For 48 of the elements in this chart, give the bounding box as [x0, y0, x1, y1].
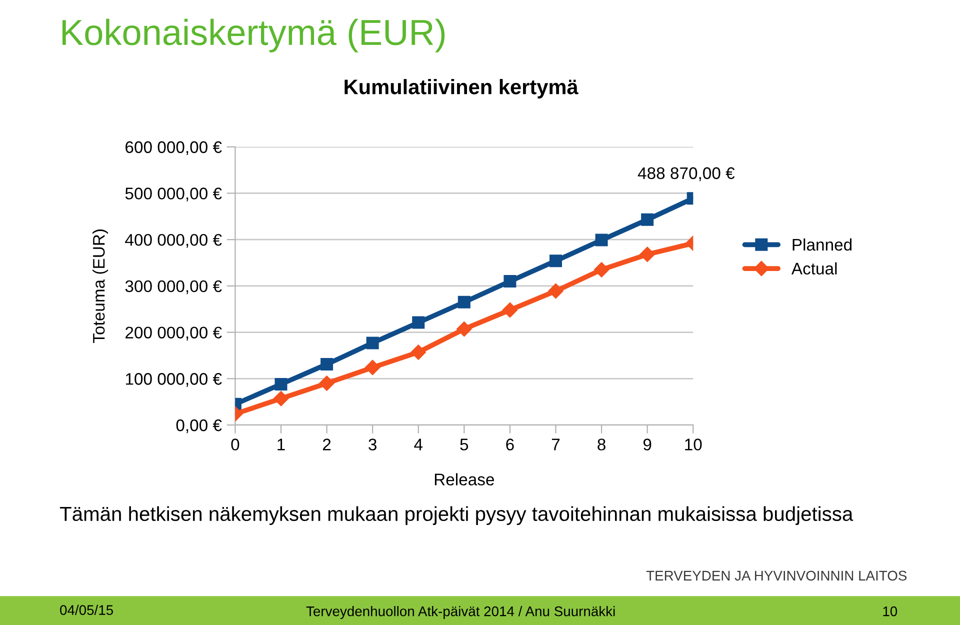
- x-tick-label: 10: [685, 438, 702, 450]
- point: [366, 336, 379, 350]
- x-tick-label: 6: [506, 438, 514, 450]
- text: TERVEYDEN JA HYVINVOINNIN LAITOS: [646, 570, 907, 581]
- point: [595, 234, 608, 246]
- point: [641, 213, 654, 226]
- x-tick-label: 7: [552, 438, 560, 450]
- y-tick-label: 600 000,00 €: [126, 141, 222, 156]
- chart-subtitle: Kumulatiivinen kertymä: [344, 79, 578, 98]
- point: [412, 316, 425, 329]
- chart-title: Kokonaiskertymä (EUR): [62, 18, 445, 52]
- annotation: 488 870,00 €: [638, 167, 735, 182]
- text: Terveydenhuollon Atk-päivät 2014 / Anu Suurnäkki: [306, 606, 615, 619]
- point: [456, 321, 472, 337]
- x-tick-label: 0: [231, 438, 240, 450]
- point: [502, 302, 518, 318]
- point: [548, 283, 564, 299]
- x-tick-label: 1: [278, 438, 285, 450]
- y-tick-label: 100 000,00 €: [126, 373, 222, 387]
- point: [549, 254, 562, 268]
- point: [274, 378, 288, 390]
- y-tick-label: 400 000,00 €: [125, 234, 222, 248]
- point: [640, 246, 655, 262]
- point: [504, 275, 516, 288]
- text: 04/05/15: [60, 604, 113, 615]
- y-tick-label: 200 000,00 €: [126, 326, 222, 340]
- x-tick-label: 5: [460, 438, 468, 450]
- x-tick-label: 2: [322, 438, 331, 450]
- legend-label: Planned: [792, 238, 852, 251]
- point: [365, 360, 380, 376]
- text: Tämän hetkisen näkemyksen mukaan projekti pysyy tavoitehinnan mukaisissa budjetissa: [60, 506, 854, 526]
- y-tick-label: 0,00 €: [176, 419, 222, 434]
- y-axis-title: Toteuma (EUR): [92, 230, 108, 343]
- point: [273, 391, 289, 406]
- x-tick-label: 9: [643, 438, 652, 450]
- x-axis-title: Release: [434, 473, 494, 486]
- x-tick-label: 3: [368, 438, 376, 450]
- x-tick-label: 4: [414, 438, 423, 450]
- text: 10: [883, 606, 898, 616]
- point: [458, 296, 470, 308]
- point: [320, 358, 334, 371]
- y-tick-label: 500 000,00 €: [125, 188, 222, 202]
- x-tick-label: 8: [598, 438, 606, 450]
- point: [594, 262, 610, 278]
- point: [319, 376, 334, 391]
- y-tick-label: 300 000,00 €: [125, 280, 222, 294]
- legend-label: Actual: [791, 262, 837, 275]
- point: [410, 344, 426, 360]
